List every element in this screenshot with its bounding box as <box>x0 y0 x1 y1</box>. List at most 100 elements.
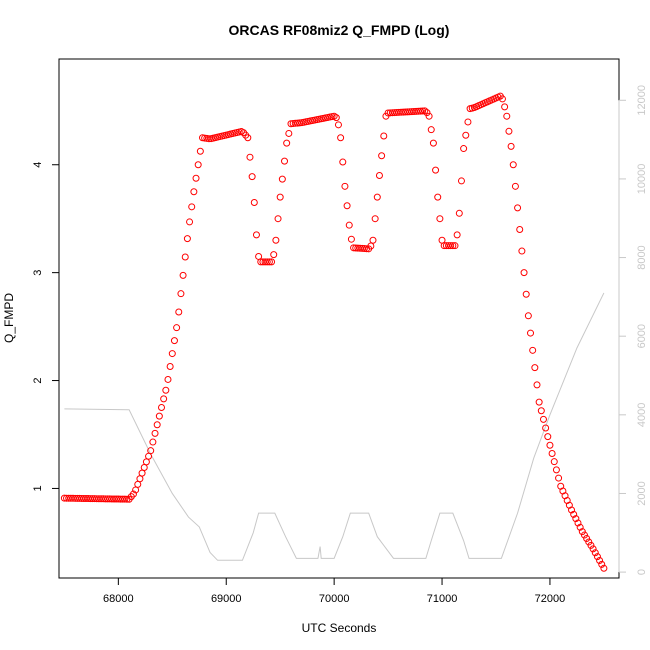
data-point <box>507 142 515 150</box>
data-point <box>265 258 273 266</box>
data-point <box>427 126 435 134</box>
data-point <box>177 290 185 298</box>
data-point <box>274 215 282 223</box>
data-point <box>555 474 563 482</box>
data-point <box>287 120 295 128</box>
data-point <box>248 173 256 181</box>
data-point <box>429 139 437 147</box>
data-point <box>291 119 299 127</box>
data-point <box>509 161 517 169</box>
data-point <box>503 112 511 120</box>
data-point <box>252 231 260 239</box>
y-tick-label: 1 <box>32 485 44 491</box>
y2-tick-label: 0 <box>636 569 648 575</box>
x-tick-label: 68000 <box>103 593 134 605</box>
data-point <box>164 375 172 383</box>
data-point <box>181 253 189 261</box>
data-point <box>552 466 560 474</box>
y-tick-label: 2 <box>32 377 44 383</box>
data-point <box>432 166 440 174</box>
data-point <box>168 350 176 358</box>
x-tick-label: 69000 <box>211 593 242 605</box>
y2-tick-label: 2000 <box>636 481 648 505</box>
data-point <box>179 271 187 279</box>
data-point <box>576 523 584 531</box>
x-tick-label: 71000 <box>427 593 458 605</box>
data-point <box>341 182 349 190</box>
data-point <box>518 247 526 255</box>
data-point <box>436 215 444 223</box>
data-point <box>585 538 593 546</box>
data-point <box>580 531 588 539</box>
data-point <box>589 545 597 553</box>
data-point <box>520 269 528 277</box>
data-point <box>578 528 586 536</box>
data-point <box>343 202 351 210</box>
data-point <box>192 174 200 182</box>
data-point <box>371 215 379 223</box>
right-axis-series-group <box>64 292 605 561</box>
data-point <box>205 135 213 143</box>
data-point <box>434 193 442 201</box>
x-tick-label: 72000 <box>535 593 566 605</box>
data-point <box>539 415 547 423</box>
data-point <box>334 121 342 129</box>
data-point <box>160 395 168 403</box>
data-point <box>583 535 591 543</box>
data-point <box>183 235 191 243</box>
y2-tick-label: 6000 <box>636 324 648 348</box>
data-point <box>188 203 196 211</box>
data-point <box>293 119 301 127</box>
data-point <box>462 131 470 139</box>
data-point <box>367 242 375 250</box>
data-point <box>574 519 582 527</box>
data-point <box>175 308 183 316</box>
y2-tick-label: 10000 <box>636 164 648 195</box>
data-point <box>147 447 155 455</box>
data-point <box>535 398 543 406</box>
data-point <box>531 364 539 372</box>
data-point <box>121 495 129 503</box>
data-point <box>272 236 280 244</box>
data-point <box>568 506 576 514</box>
data-point <box>522 290 530 298</box>
data-point <box>451 242 459 250</box>
data-point <box>352 244 360 252</box>
data-point <box>337 134 345 142</box>
y-tick-label: 3 <box>32 270 44 276</box>
data-point <box>548 449 556 457</box>
data-point <box>501 103 509 111</box>
data-point <box>570 510 578 518</box>
data-point <box>268 258 276 266</box>
data-point <box>527 329 535 337</box>
data-point <box>425 112 433 120</box>
data-point <box>375 172 383 180</box>
data-point <box>550 458 558 466</box>
data-point <box>190 188 198 196</box>
data-point <box>505 127 513 135</box>
data-point <box>460 145 468 153</box>
data-point <box>423 109 431 117</box>
data-point <box>516 225 524 233</box>
data-point <box>524 312 532 320</box>
data-point <box>149 438 157 446</box>
data-point <box>263 258 271 266</box>
data-point <box>529 346 537 354</box>
data-point <box>511 182 519 190</box>
data-point <box>170 337 178 345</box>
data-point <box>151 429 159 437</box>
data-point <box>533 381 541 389</box>
data-point <box>162 386 170 394</box>
data-point <box>421 107 429 115</box>
data-point <box>498 95 506 103</box>
data-point <box>419 107 427 115</box>
x-axis: 68000 69000 70000 71000 72000 <box>103 577 566 605</box>
left-axis-points-group <box>60 92 608 572</box>
data-point <box>378 152 386 160</box>
data-point <box>464 118 472 126</box>
data-point <box>283 139 291 147</box>
data-point <box>285 129 293 137</box>
data-point <box>360 245 368 253</box>
data-point <box>129 490 137 498</box>
